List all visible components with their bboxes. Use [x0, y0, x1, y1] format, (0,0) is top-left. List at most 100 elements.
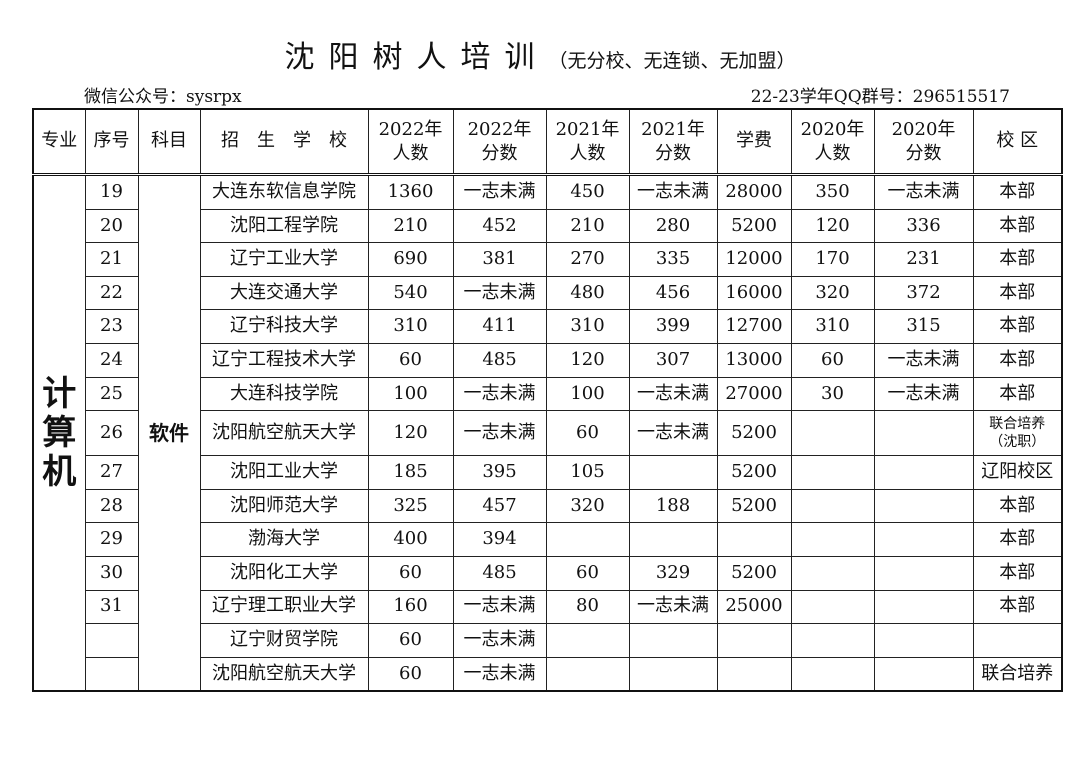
title-main: 沈阳树人培训 — [284, 40, 549, 75]
column-header: 专业 — [32, 108, 86, 175]
table-cell: 5200 — [716, 488, 792, 524]
table-cell: 沈阳航空航天大学 — [199, 656, 369, 692]
table-cell: 27 — [84, 455, 139, 490]
table-cell: 5200 — [716, 410, 792, 457]
table-cell: 24 — [84, 342, 139, 378]
table-cell — [790, 522, 875, 557]
table-cell: 一志未满 — [628, 174, 718, 210]
table-cell: 540 — [367, 275, 454, 311]
table-cell: 22 — [84, 275, 139, 311]
table-cell: 大连科技学院 — [199, 376, 369, 412]
campus-label: 联合培养（沈职） — [989, 415, 1046, 451]
table-cell — [628, 455, 718, 490]
table-cell — [873, 488, 974, 524]
column-header-label: 2022年人数 — [378, 119, 443, 164]
table-cell: 12700 — [716, 309, 792, 344]
table-cell — [545, 623, 630, 658]
table-cell: 本部 — [972, 174, 1063, 210]
table-cell: 120 — [545, 342, 630, 378]
table-cell: 160 — [367, 589, 454, 625]
table-cell: 本部 — [972, 208, 1063, 244]
table-cell: 280 — [628, 208, 718, 244]
table-cell: 一志未满 — [452, 275, 547, 311]
table-cell — [545, 656, 630, 692]
table-cell: 452 — [452, 208, 547, 244]
table-cell: 457 — [452, 488, 547, 524]
table-cell: 307 — [628, 342, 718, 378]
table-cell: 5200 — [716, 208, 792, 244]
column-header: 学费 — [716, 108, 792, 175]
table-cell: 沈阳工业大学 — [199, 455, 369, 490]
table-cell — [790, 410, 875, 457]
table-cell: 本部 — [972, 342, 1063, 378]
table-cell: 本部 — [972, 522, 1063, 557]
table-cell: 一志未满 — [628, 376, 718, 412]
table-cell: 105 — [545, 455, 630, 490]
table-cell — [873, 589, 974, 625]
table-cell — [790, 555, 875, 591]
table-cell: 350 — [790, 174, 875, 210]
table-cell: 一志未满 — [452, 376, 547, 412]
table-cell: 一志未满 — [628, 410, 718, 457]
table-row: 27 沈阳工业大学 185 395 105 5200 辽阳校区 — [33, 455, 1063, 490]
table-cell: 本部 — [972, 309, 1063, 344]
table-cell — [873, 455, 974, 490]
table-cell: 1360 — [367, 174, 454, 210]
table-cell: 399 — [628, 309, 718, 344]
table-row: 辽宁财贸学院 60 一志未满 — [33, 623, 1063, 658]
table-cell: 辽阳校区 — [972, 455, 1063, 490]
table-cell: 690 — [367, 242, 454, 277]
table-row: 28 沈阳师范大学 325 457 320 188 5200 本部 — [33, 488, 1063, 524]
table-cell: 100 — [545, 376, 630, 412]
column-header: 2021年分数 — [628, 108, 718, 175]
table-cell: 一志未满 — [452, 410, 547, 457]
table-cell: 25 — [84, 376, 139, 412]
table-cell: 16000 — [716, 275, 792, 311]
table-cell: 325 — [367, 488, 454, 524]
table-cell: 联合培养 — [972, 656, 1063, 692]
table-cell: 335 — [628, 242, 718, 277]
column-header-label: 2021年分数 — [641, 119, 705, 164]
table-cell — [716, 623, 792, 658]
table-cell: 渤海大学 — [199, 522, 369, 557]
table-row: 29 渤海大学 400 394 本部 — [33, 522, 1063, 557]
table-cell: 一志未满 — [452, 656, 547, 692]
table-cell — [790, 488, 875, 524]
table-cell: 本部 — [972, 242, 1063, 277]
table-cell: 5200 — [716, 555, 792, 591]
title-subtitle: （无分校、无连锁、无加盟） — [548, 50, 796, 72]
table-cell: 联合培养（沈职） — [972, 410, 1063, 457]
table-row: 20 沈阳工程学院 210 452 210 280 5200 120 336 本部 — [33, 208, 1063, 244]
table-cell: 辽宁科技大学 — [199, 309, 369, 344]
table-cell: 329 — [628, 555, 718, 591]
table-cell: 一志未满 — [452, 623, 547, 658]
table-row: 沈阳航空航天大学 60 一志未满 联合培养 — [33, 656, 1063, 692]
table-cell: 381 — [452, 242, 547, 277]
table-cell: 本部 — [972, 275, 1063, 311]
table-cell: 21 — [84, 242, 139, 277]
table-cell: 485 — [452, 342, 547, 378]
table-cell — [873, 555, 974, 591]
table-cell: 310 — [367, 309, 454, 344]
table-cell: 60 — [367, 623, 454, 658]
table-cell — [972, 623, 1063, 658]
table-cell: 270 — [545, 242, 630, 277]
table-cell: 185 — [367, 455, 454, 490]
table-cell: 本部 — [972, 376, 1063, 412]
table-cell — [790, 623, 875, 658]
table-cell: 60 — [545, 410, 630, 457]
table-cell: 12000 — [716, 242, 792, 277]
table-cell: 60 — [790, 342, 875, 378]
table-cell: 100 — [367, 376, 454, 412]
table-cell: 大连交通大学 — [199, 275, 369, 311]
table-cell: 320 — [790, 275, 875, 311]
table-cell: 400 — [367, 522, 454, 557]
table-cell: 450 — [545, 174, 630, 210]
table-cell: 辽宁财贸学院 — [199, 623, 369, 658]
table-cell: 5200 — [716, 455, 792, 490]
table-cell: 395 — [452, 455, 547, 490]
column-header: 招 生 学 校 — [199, 108, 369, 175]
column-header: 科目 — [137, 108, 201, 175]
table-cell: 25000 — [716, 589, 792, 625]
table-cell: 60 — [367, 342, 454, 378]
